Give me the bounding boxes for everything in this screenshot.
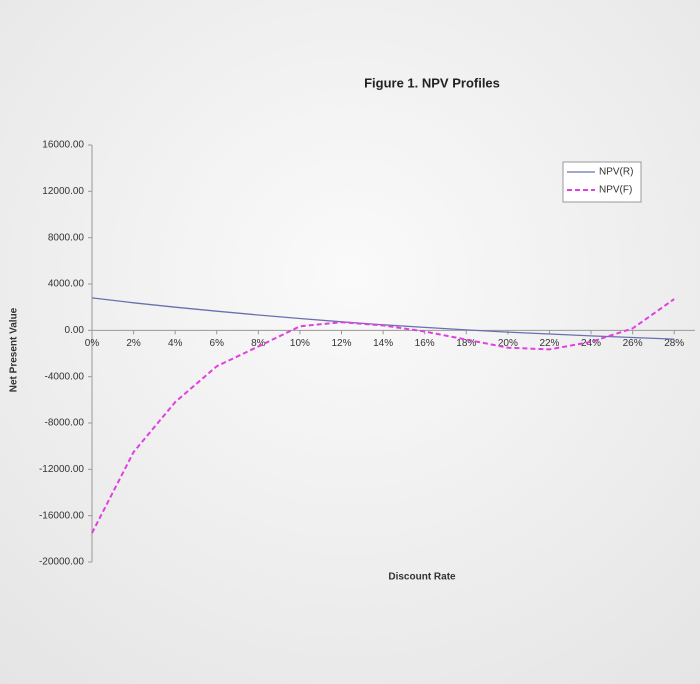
legend-box: [562, 161, 642, 203]
x-tick-label: 4%: [168, 338, 183, 349]
y-tick-label: 12000.00: [42, 186, 84, 197]
y-axis-title: Net Present Value: [9, 307, 20, 392]
y-tick-label: -4000.00: [45, 371, 85, 382]
legend-label: NPV(F): [599, 185, 632, 196]
x-axis-title: Discount Rate: [388, 572, 456, 583]
x-tick-label: 24%: [581, 338, 601, 349]
y-tick-label: 16000.00: [42, 140, 84, 151]
x-tick-label: 12%: [332, 338, 352, 349]
x-tick-label: 10%: [290, 338, 310, 349]
x-tick-label: 26%: [623, 338, 643, 349]
y-tick-label: 8000.00: [48, 232, 85, 243]
x-tick-label: 16%: [415, 338, 435, 349]
y-tick-label: 0.00: [65, 325, 85, 336]
x-tick-label: 18%: [456, 338, 476, 349]
y-tick-label: -12000.00: [39, 464, 84, 475]
x-tick-label: 0%: [85, 338, 100, 349]
x-tick-label: 2%: [126, 338, 141, 349]
series-line: [91, 298, 675, 534]
x-tick-label: 8%: [251, 338, 266, 349]
y-tick-label: -20000.00: [39, 557, 84, 568]
y-tick-label: 4000.00: [48, 279, 85, 290]
y-tick-label: -16000.00: [39, 510, 84, 521]
chart-title: Figure 1. NPV Profiles: [364, 75, 500, 90]
x-tick-label: 14%: [373, 338, 393, 349]
x-tick-label: 28%: [664, 338, 684, 349]
x-tick-label: 6%: [210, 338, 225, 349]
y-tick-label: -8000.00: [45, 418, 85, 429]
x-tick-label: 20%: [498, 338, 518, 349]
x-tick-label: 22%: [539, 338, 559, 349]
legend-label: NPV(R): [599, 167, 633, 178]
